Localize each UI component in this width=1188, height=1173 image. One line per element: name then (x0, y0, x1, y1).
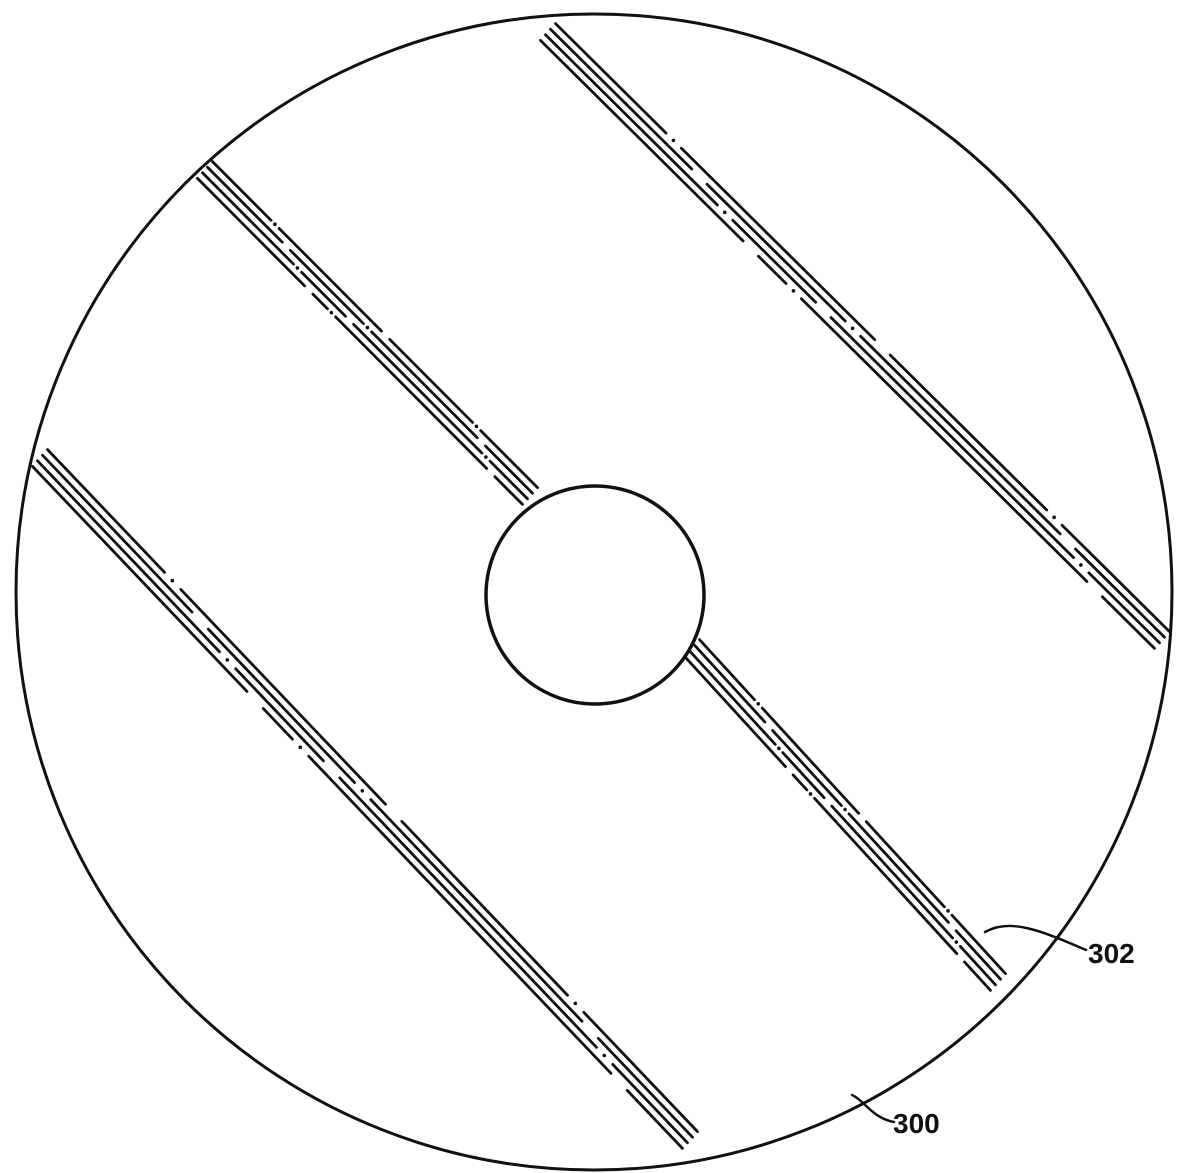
band-lower-center-line-1-seg-0 (695, 645, 765, 722)
band-lower-left-line-1-seg-0 (43, 455, 193, 612)
disc-outer-edge (16, 14, 1172, 1170)
band-upper-right-line-0-seg-2 (890, 355, 1047, 510)
band-lower-center-line-2-seg-2 (832, 806, 953, 938)
band-lower-center-line-1-seg-last (956, 931, 1000, 979)
band-lower-center-dot-0-2 (946, 909, 950, 913)
band-lower-left-line-1-seg-last (598, 1038, 692, 1137)
band-lower-center-line-0-seg-1 (762, 708, 858, 813)
reference-label-300: 300 (893, 1108, 940, 1139)
band-lower-left-dot-0-2 (574, 1002, 578, 1006)
band-upper-left-dot-0-0 (273, 222, 277, 226)
band-lower-center-line-3-seg-0 (684, 656, 785, 766)
band-upper-right-line-3-seg-2 (801, 299, 1087, 582)
band-lower-left-line-1-seg-2 (371, 800, 582, 1022)
band-lower-left-dot-2-0 (225, 658, 229, 662)
band-lower-left-line-2-seg-2 (340, 778, 597, 1047)
band-lower-left-dot-2-2 (602, 1054, 606, 1058)
band-upper-left-line-2-seg-0 (202, 173, 293, 264)
band-upper-right-line-1-seg-1 (707, 184, 845, 321)
band-lower-left-dot-1-1 (361, 789, 365, 793)
disc (16, 14, 1172, 1170)
band-upper-right-line-1-seg-last (1075, 549, 1164, 637)
leader-line-302 (985, 926, 1086, 950)
band-upper-left-dot-0-2 (475, 425, 479, 429)
band-lower-center-line-3-seg-2 (815, 798, 957, 953)
center-hole (486, 486, 704, 704)
band-lower-center-line-2-seg-1 (783, 753, 824, 798)
band-upper-left-dot-2-0 (296, 266, 300, 270)
band-lower-center-line-0-seg-2 (866, 822, 944, 907)
band-upper-left-line-3-seg-0 (197, 178, 304, 286)
diagonal-line-bands (32, 24, 1169, 1149)
band-lower-left-dot-0-0 (171, 579, 175, 583)
band-lower-center-dot-0-0 (756, 702, 760, 706)
band-upper-left-line-1-seg-1 (290, 250, 363, 323)
band-lower-center-dot-1-1 (843, 808, 847, 812)
band-lower-left-line-2-seg-0 (37, 461, 219, 652)
band-upper-left-line-1-seg-0 (208, 167, 283, 242)
band-upper-right-dot-2-2 (1079, 563, 1083, 567)
band-upper-right-line-1-seg-0 (551, 29, 692, 169)
band-lower-center-dot-2-2 (955, 940, 959, 944)
band-lower-center-line-1-seg-1 (773, 730, 842, 805)
band-upper-left-line-3-seg-2 (336, 317, 487, 469)
band-upper-left-dot-1-1 (366, 326, 370, 330)
band-lower-center-dot-3-1 (809, 792, 813, 796)
band-upper-left-line-2-seg-2 (354, 324, 482, 453)
band-lower-left-line-3-seg-2 (309, 756, 611, 1073)
band-lower-center-dot-2-0 (777, 747, 781, 751)
band-upper-right-line-0-seg-last (1062, 525, 1169, 631)
band-upper-right-line-1-seg-2 (861, 336, 1061, 534)
band-lower-left-line-2-seg-1 (236, 669, 324, 761)
band-upper-right-dot-0-2 (1052, 516, 1056, 520)
band-upper-right-dot-1-1 (851, 327, 855, 331)
band-lower-left-line-0-seg-1 (181, 589, 386, 804)
band-lower-center-line-1-seg-2 (849, 814, 948, 923)
band-lower-left-line-0-seg-last (584, 1012, 698, 1131)
band-upper-left-line-0-seg-1 (279, 228, 381, 331)
band-lower-left-line-0-seg-2 (402, 821, 568, 995)
band-upper-right-dot-2-0 (723, 211, 727, 215)
band-upper-right-line-3-seg-0 (540, 40, 743, 241)
band-upper-right-line-3-seg-last (1102, 597, 1154, 649)
band-lower-left-line-2-seg-last (613, 1064, 688, 1142)
band-upper-right-dot-0-0 (672, 139, 676, 143)
band-upper-left-line-2-seg-1 (302, 272, 346, 316)
band-upper-left-line-1-seg-2 (372, 332, 478, 438)
band-lower-left-line-3-seg-0 (32, 466, 247, 691)
band-upper-left-line-1-seg-last (485, 446, 532, 493)
band-upper-right-line-2-seg-2 (831, 318, 1074, 558)
band-lower-center-line-2-seg-0 (689, 651, 775, 745)
band-lower-left-line-1-seg-1 (208, 629, 354, 782)
band-upper-left-dot-2-2 (484, 455, 488, 459)
band-upper-left-line-0-seg-2 (390, 339, 473, 422)
reference-label-302: 302 (1088, 938, 1135, 969)
band-upper-right-line-0-seg-1 (681, 148, 874, 340)
band-upper-right-line-2-seg-last (1089, 573, 1160, 643)
band-upper-left-dot-3-1 (330, 311, 334, 315)
band-lower-center-line-2-seg-last (960, 946, 995, 984)
band-upper-right-dot-3-1 (792, 289, 796, 293)
band-lower-left-line-0-seg-0 (48, 450, 165, 573)
band-lower-left-dot-3-1 (298, 746, 302, 750)
band-upper-right-line-0-seg-0 (556, 24, 667, 133)
band-upper-right-line-2-seg-0 (545, 35, 717, 205)
band-upper-right-line-2-seg-1 (733, 220, 816, 302)
band-upper-left-line-2-seg-last (490, 461, 527, 498)
